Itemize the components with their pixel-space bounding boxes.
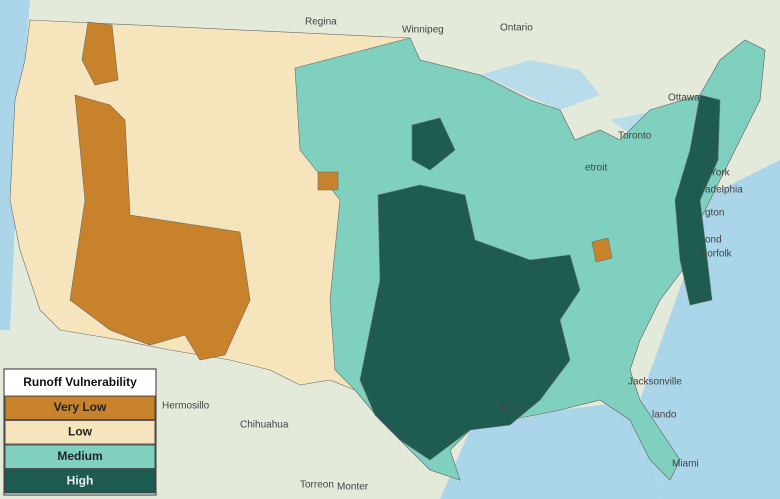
us-verylow-va bbox=[591, 237, 613, 263]
legend-label: High bbox=[67, 474, 94, 488]
legend-swatch bbox=[4, 444, 156, 469]
place-label: Jacksonville bbox=[628, 377, 682, 388]
us-high-central bbox=[359, 184, 581, 461]
lake-superior bbox=[480, 60, 600, 110]
legend-label: Medium bbox=[57, 449, 102, 463]
place-label: Ottawa bbox=[668, 93, 700, 104]
atlantic bbox=[640, 160, 780, 499]
place-label: Regina bbox=[305, 17, 337, 28]
place-label: ond bbox=[705, 235, 722, 246]
us-verylow-nw bbox=[81, 21, 119, 86]
us-verylow-sw bbox=[69, 94, 251, 361]
place-label: etroit bbox=[585, 163, 607, 174]
place-label: Hermosillo bbox=[162, 401, 210, 412]
legend-label: Very Low bbox=[54, 400, 107, 414]
legend-swatch bbox=[4, 395, 156, 420]
us-high-mn bbox=[411, 117, 456, 171]
place-label: lando bbox=[652, 410, 677, 421]
place-label: adelphia bbox=[705, 185, 743, 196]
us-verylow-ne bbox=[317, 171, 339, 191]
place-label: Norfolk bbox=[700, 249, 733, 260]
place-label: Toronto bbox=[618, 131, 652, 142]
legend-label: Low bbox=[68, 425, 93, 439]
place-label: Monter bbox=[337, 482, 369, 493]
place-label: Torreon bbox=[300, 480, 334, 491]
place-label: Miami bbox=[672, 459, 699, 470]
us-high-east bbox=[674, 94, 721, 306]
place-label: Ontario bbox=[500, 23, 533, 34]
place-label: rleans bbox=[498, 403, 525, 414]
place-label: Winnipeg bbox=[402, 25, 444, 36]
legend-swatch bbox=[4, 420, 156, 445]
place-label: York bbox=[710, 168, 731, 179]
place-label: Chihuahua bbox=[240, 420, 289, 431]
legend: Runoff Vulnerability Very Low Low Medium Hi… bbox=[3, 368, 157, 496]
legend-swatch bbox=[4, 469, 156, 494]
place-label: gton bbox=[705, 208, 724, 219]
legend-title: Runoff Vulnerability bbox=[23, 375, 137, 389]
